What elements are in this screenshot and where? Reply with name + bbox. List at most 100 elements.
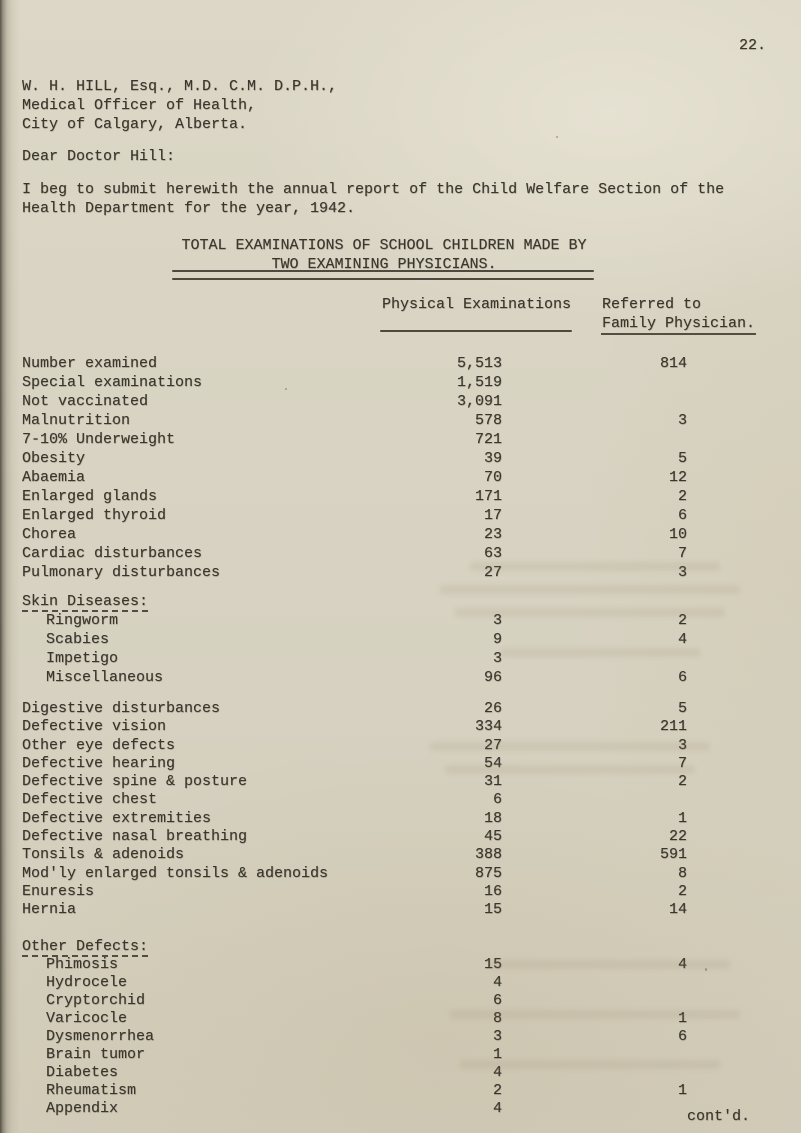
table-row: Hydrocele 4 [22, 974, 688, 992]
column-header-referred-underline [601, 333, 756, 335]
table-row: Cryptorchid 6 [22, 992, 688, 1010]
recipient-address: W. H. HILL, Esq., M.D. C.M. D.P.H., Medi… [22, 77, 337, 134]
physical-examinations-value: 5,513 [456, 355, 502, 372]
referred-to-family-physician-value: 2 [677, 612, 687, 629]
table-row: Defective hearing 54 7 [22, 755, 688, 773]
row-label: Dysmenorrhea [46, 1027, 155, 1045]
bleedthrough-line [430, 742, 710, 751]
referred-to-family-physician-value: 4 [677, 955, 687, 973]
paragraph-line: I beg to submit herewith the annual repo… [22, 181, 725, 198]
table-row: Abaemia 70 12 [22, 468, 688, 487]
paper-speck [112, 420, 114, 422]
physical-examinations-value: 54 [483, 754, 502, 772]
section-heading-label: Skin Diseases: [22, 593, 149, 612]
table-row: 7-10% Underweight 721 [22, 430, 688, 449]
table-title-line: TOTAL EXAMINATIONS OF SCHOOL CHILDREN MA… [181, 237, 587, 254]
physical-examinations-value: 1,519 [456, 374, 502, 391]
table-row: Obesity 39 5 [22, 449, 688, 468]
table-row: Tonsils & adenoids 388 591 [22, 846, 688, 864]
referred-to-family-physician-value: 3 [677, 564, 687, 581]
referred-to-family-physician-value: 814 [659, 355, 687, 372]
row-label: Cryptorchid [46, 991, 146, 1009]
referred-to-family-physician-value: 2 [677, 488, 687, 505]
row-label: Special examinations [22, 374, 203, 391]
table-title: TOTAL EXAMINATIONS OF SCHOOL CHILDREN MA… [172, 236, 596, 274]
physical-examinations-value: 4 [492, 1063, 502, 1081]
title-rule-bottom [172, 278, 594, 280]
bleedthrough-line [445, 765, 695, 774]
table-row: Miscellaneous 96 6 [22, 668, 688, 687]
referred-to-family-physician-value: 591 [659, 846, 687, 864]
physical-examinations-value: 721 [474, 431, 502, 448]
bleedthrough-line [440, 585, 740, 594]
referred-to-family-physician-value: 10 [668, 526, 687, 543]
physical-examinations-value: 3 [492, 650, 502, 667]
referred-to-family-physician-value: 1 [677, 1009, 687, 1027]
referred-to-family-physician-value: 3 [677, 736, 687, 754]
physical-examinations-value: 2 [492, 1081, 502, 1099]
row-label: Defective chest [22, 791, 158, 809]
table-row: Number examined 5,513 814 [22, 354, 688, 373]
column-header-referred: Referred to Family Physician. [602, 295, 755, 333]
physical-examinations-value: 3,091 [456, 393, 502, 410]
physical-examinations-value: 16 [483, 882, 502, 900]
section-heading-label: Other Defects: [22, 937, 149, 957]
physical-examinations-value: 39 [483, 450, 502, 467]
table-row: Impetigo 3 [22, 649, 688, 668]
referred-to-family-physician-value: 6 [677, 507, 687, 524]
table-row: Digestive disturbances 26 5 [22, 700, 688, 718]
row-label: Scabies [46, 631, 110, 648]
table-row: Diabetes 4 [22, 1064, 688, 1082]
table-row: Malnutrition 578 3 [22, 411, 688, 430]
table-row: Cardiac disturbances 63 7 [22, 544, 688, 563]
row-label: Tonsils & adenoids [22, 846, 185, 864]
referred-to-family-physician-value: 3 [677, 412, 687, 429]
physical-examinations-value: 6 [492, 991, 502, 1009]
row-label: Malnutrition [22, 412, 131, 429]
referred-to-family-physician-value: 1 [677, 1081, 687, 1099]
table-row: Special examinations 1,519 [22, 373, 688, 392]
row-label: Hernia [22, 901, 77, 919]
intro-paragraph: I beg to submit herewith the annual repo… [22, 180, 724, 218]
physical-examinations-value: 17 [483, 507, 502, 524]
paper-speck [285, 388, 287, 390]
bleedthrough-line [450, 1010, 740, 1019]
physical-examinations-value: 6 [492, 791, 502, 809]
row-label: Cardiac disturbances [22, 545, 203, 562]
table-row: Chorea 23 10 [22, 525, 688, 544]
row-label: Defective nasal breathing [22, 828, 248, 846]
paper-speck [705, 968, 707, 971]
row-label: Hydrocele [46, 973, 128, 991]
section-heading: Skin Diseases: [22, 592, 688, 612]
table-row: Scabies 9 4 [22, 630, 688, 649]
referred-to-family-physician-value: 12 [668, 469, 687, 486]
column-header-referred-line1: Referred to [602, 296, 702, 313]
row-label: Brain tumor [46, 1045, 146, 1063]
referred-to-family-physician-value: 2 [677, 882, 687, 900]
table-row: Defective spine & posture 31 2 [22, 773, 688, 791]
table-row: Enuresis 16 2 [22, 883, 688, 901]
recipient-line: W. H. HILL, Esq., M.D. C.M. D.P.H., [22, 78, 338, 95]
referred-to-family-physician-value: 4 [677, 631, 687, 648]
referred-to-family-physician-value: 2 [677, 773, 687, 791]
physical-examinations-value: 27 [483, 564, 502, 581]
referred-to-family-physician-value: 5 [677, 450, 687, 467]
table-row: Phimosis 15 4 [22, 956, 688, 974]
row-label: Miscellaneous [46, 669, 164, 686]
table-section: Skin Diseases: Ringworm 3 2 Scabies 9 4 Impetig… [22, 592, 688, 687]
physical-examinations-value: 23 [483, 526, 502, 543]
row-label: Not vaccinated [22, 393, 149, 410]
row-label: Defective spine & posture [22, 773, 248, 791]
physical-examinations-value: 18 [483, 809, 502, 827]
physical-examinations-value: 45 [483, 828, 502, 846]
page-number: 22. [739, 37, 767, 54]
physical-examinations-value: 8 [492, 1009, 502, 1027]
row-label: Defective vision [22, 718, 167, 736]
bleedthrough-line [490, 960, 730, 969]
physical-examinations-value: 63 [483, 545, 502, 562]
table-sections: Number examined 5,513 814 Special examinati… [22, 354, 688, 1118]
title-rule-top [172, 270, 594, 272]
row-label: Number examined [22, 355, 158, 372]
column-header-physical-underline [380, 330, 572, 332]
